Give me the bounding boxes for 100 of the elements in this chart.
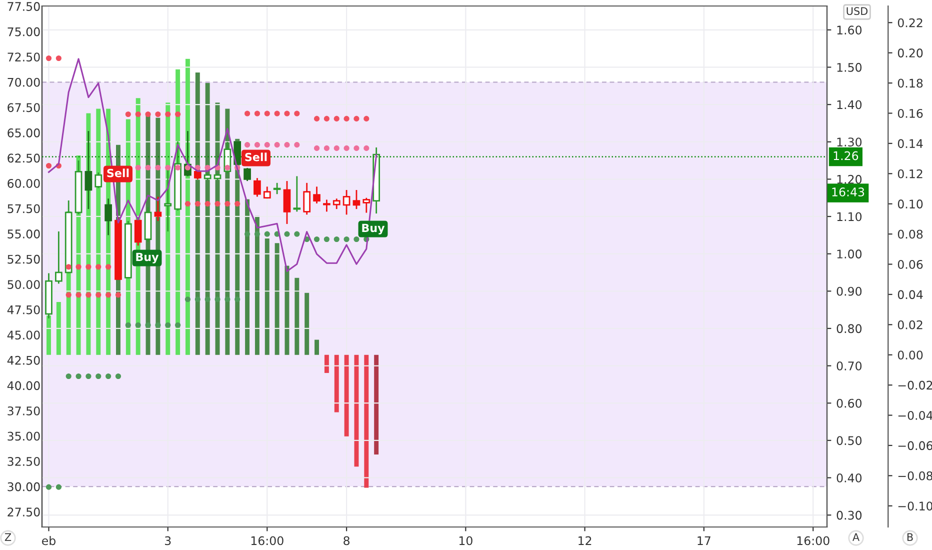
x-tick-label: 3: [165, 536, 171, 546]
bar: [264, 238, 270, 355]
annotation: Buy: [136, 252, 159, 264]
point: [204, 201, 210, 207]
point: [274, 110, 280, 116]
bar: [195, 72, 200, 355]
candlestick: [273, 182, 281, 195]
text: Z: [4, 533, 12, 541]
point: [334, 236, 340, 242]
point: [244, 142, 250, 148]
point: [56, 55, 62, 62]
y2-tick-label: 0.50: [836, 436, 862, 446]
y-tick-label: 67.50: [8, 103, 40, 112]
point: [184, 201, 190, 207]
candlestick: [332, 198, 340, 210]
y3-tick-label: 0.20: [898, 48, 923, 58]
point: [324, 145, 330, 151]
text: 16:43: [832, 187, 864, 196]
y2-tick-label: 1.30: [837, 138, 862, 146]
y2-tick-label: 0.60: [836, 398, 862, 408]
candlestick: [362, 197, 370, 214]
y-tick-label: 75.00: [8, 27, 40, 36]
y3-tick-label: 0.14: [898, 139, 923, 148]
candlestick: [342, 189, 350, 216]
y2-tick-label: 1.60: [837, 26, 862, 35]
bar: [254, 216, 260, 355]
point: [86, 264, 92, 270]
point: [344, 116, 350, 122]
point: [214, 296, 220, 302]
point: [214, 201, 220, 207]
y3-tick-label: −0.02: [898, 380, 932, 390]
y2-tick-label: 1.20: [837, 174, 862, 184]
point: [175, 164, 181, 170]
bar: [344, 354, 349, 436]
candlestick: [84, 130, 92, 210]
point: [175, 111, 181, 118]
point: [344, 236, 350, 242]
point: [194, 296, 200, 302]
point: [354, 145, 360, 151]
x-tick-label: 8: [344, 536, 350, 546]
annotation: Buy: [362, 224, 385, 234]
point: [184, 296, 190, 302]
point: [66, 292, 72, 298]
y-tick-label: 37.50: [8, 406, 40, 416]
candlestick: [352, 189, 360, 210]
point: [254, 110, 260, 116]
point: [264, 142, 270, 148]
point: [284, 142, 290, 148]
point: [145, 322, 151, 328]
candlestick: [55, 230, 62, 284]
point: [135, 164, 141, 170]
bar: [56, 302, 61, 355]
bar: [245, 199, 250, 355]
y3-tick-label: 0.18: [898, 78, 923, 88]
candlestick: [134, 218, 142, 246]
point: [364, 116, 370, 122]
point: [354, 116, 360, 122]
point: [194, 164, 200, 170]
point: [86, 292, 92, 298]
candlestick: [293, 175, 301, 212]
point: [324, 236, 330, 242]
candlestick: [104, 198, 112, 236]
candlestick: [254, 177, 261, 198]
y3-tick-label: 0.16: [898, 108, 923, 118]
y-tick-label: 55.00: [8, 230, 40, 238]
point: [165, 164, 171, 170]
bar: [274, 243, 280, 355]
candlestick: [94, 172, 102, 189]
point: [244, 110, 250, 116]
y3-tick-label: 0.02: [898, 320, 922, 330]
point: [234, 296, 240, 302]
point: [165, 322, 171, 328]
y-tick-label: 42.50: [7, 356, 40, 365]
point: [264, 231, 270, 237]
point: [96, 373, 102, 379]
point: [76, 292, 82, 298]
y-tick-label: 50.00: [8, 280, 40, 289]
bar: [354, 354, 359, 467]
point: [165, 111, 171, 118]
point: [224, 201, 230, 207]
bar: [334, 354, 339, 412]
candlestick: [154, 196, 162, 222]
y3-tick-label: 0.00: [898, 350, 923, 360]
point: [224, 296, 230, 302]
point: [96, 264, 102, 270]
bar: [294, 278, 300, 355]
annotation: Sell: [245, 152, 267, 162]
y2-tick-label: 0.40: [836, 473, 862, 482]
point: [364, 145, 370, 151]
point: [344, 145, 350, 151]
y3-tick-label: 0.12: [898, 169, 922, 178]
y-tick-label: 47.50: [7, 305, 40, 314]
point: [314, 116, 320, 122]
y-tick-label: 32.50: [8, 457, 40, 466]
x-tick-label: 12: [578, 536, 592, 545]
point: [145, 111, 151, 118]
y-tick-label: 60.00: [8, 178, 40, 188]
x-tick-label: 10: [459, 536, 472, 546]
y-tick-label: 72.50: [8, 52, 40, 62]
x-tick-label: 17: [698, 536, 710, 545]
